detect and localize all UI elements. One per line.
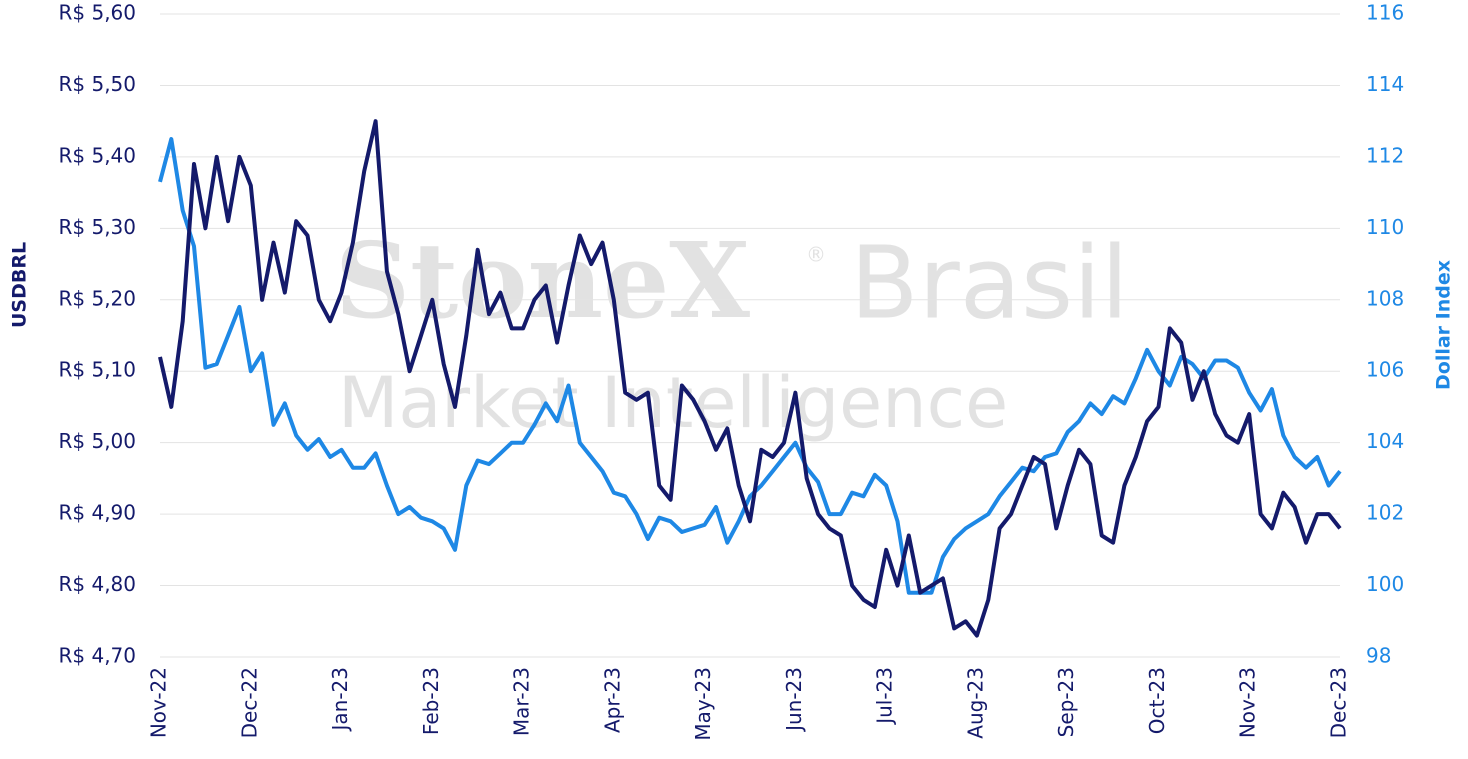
watermark: StoneX ® Brasil Market Intelligence <box>335 219 1129 444</box>
y-tick-label: R$ 5,40 <box>58 143 136 167</box>
x-tick-label: Nov-23 <box>1236 667 1260 738</box>
y2-tick-label: 106 <box>1366 358 1404 382</box>
y-tick-label: R$ 5,00 <box>58 429 136 453</box>
x-tick-label: Oct-23 <box>1145 667 1169 734</box>
y2-tick-label: 104 <box>1366 429 1404 453</box>
y-tick-label: R$ 5,60 <box>58 1 136 25</box>
x-tick-label: Jun-23 <box>782 667 806 733</box>
y-tick-label: R$ 4,80 <box>58 572 136 596</box>
x-tick-label: Dec-22 <box>237 667 261 738</box>
x-tick-label: Aug-23 <box>963 667 987 739</box>
watermark-sub: Market Intelligence <box>338 362 1008 444</box>
x-tick-label: Dec-23 <box>1327 667 1351 738</box>
y2-tick-label: 102 <box>1366 501 1404 525</box>
watermark-brasil: Brasil <box>850 224 1129 341</box>
y-axis-title: USDBRL <box>9 242 31 328</box>
y2-tick-label: 114 <box>1366 72 1404 96</box>
y-tick-label: R$ 4,70 <box>58 644 136 668</box>
y-tick-label: R$ 5,50 <box>58 72 136 96</box>
x-tick-label: Apr-23 <box>600 667 624 733</box>
watermark-mark: ® <box>806 243 826 267</box>
y-tick-label: R$ 4,90 <box>58 501 136 525</box>
x-tick-label: Feb-23 <box>419 667 443 735</box>
x-tick-label: Mar-23 <box>510 667 534 736</box>
y-tick-label: R$ 5,30 <box>58 215 136 239</box>
y2-tick-label: 108 <box>1366 286 1404 310</box>
watermark-brand: StoneX <box>335 219 750 342</box>
series-line <box>158 119 1342 638</box>
y-tick-label: R$ 5,10 <box>58 358 136 382</box>
y2-tick-label: 116 <box>1366 1 1404 25</box>
x-tick-label: May-23 <box>691 667 715 741</box>
y2-tick-label: 112 <box>1366 143 1404 167</box>
y2-tick-label: 110 <box>1366 215 1404 239</box>
x-tick-label: Sep-23 <box>1054 667 1078 737</box>
series-line <box>158 137 1342 595</box>
y2-tick-label: 100 <box>1366 572 1404 596</box>
x-tick-label: Jan-23 <box>328 667 352 733</box>
y2-tick-label: 98 <box>1366 644 1391 668</box>
y-tick-label: R$ 5,20 <box>58 286 136 310</box>
y2-axis-title: Dollar Index <box>1433 260 1455 390</box>
x-tick-label: Nov-22 <box>147 667 171 738</box>
x-tick-label: Jul-23 <box>873 667 897 726</box>
